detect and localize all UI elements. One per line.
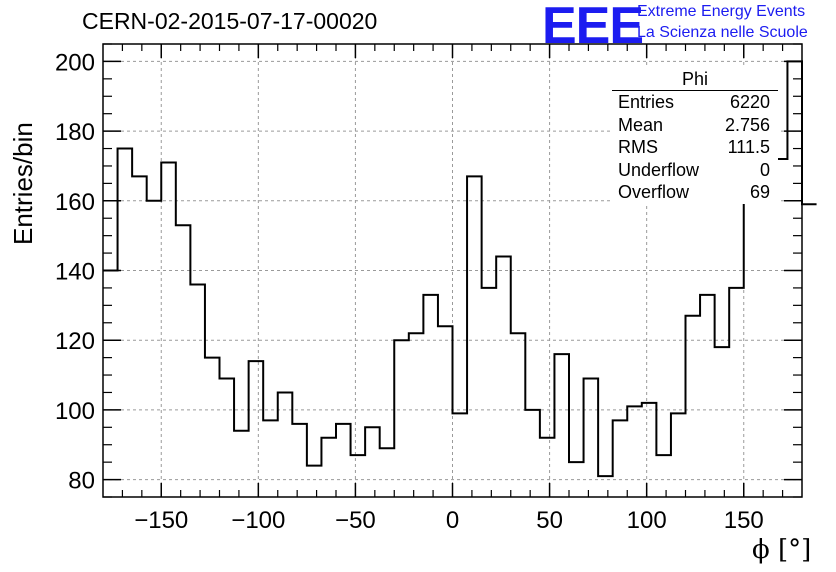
histogram-bin xyxy=(176,225,191,497)
x-axis-label: ϕ [°] xyxy=(752,535,812,565)
x-tick-label: 0 xyxy=(446,507,459,534)
histogram-bin xyxy=(525,410,540,497)
y-tick-label: 100 xyxy=(55,398,95,425)
histogram-bin xyxy=(409,333,424,497)
histogram-bin xyxy=(321,438,336,497)
stat-value: 6220 xyxy=(729,92,770,112)
histogram-bin xyxy=(802,204,817,497)
stat-value: 0 xyxy=(759,159,770,180)
histogram-bin xyxy=(511,333,526,497)
histogram-bin xyxy=(540,438,555,497)
histogram-bin xyxy=(671,413,686,497)
stat-row-mean: Mean 2.756 xyxy=(612,114,778,137)
logo-subtitle-1: Extreme Energy Events xyxy=(637,3,806,20)
stat-value: 111.5 xyxy=(727,137,770,157)
histogram-bin xyxy=(715,347,730,497)
histogram-bin xyxy=(307,466,322,497)
histogram-bin xyxy=(642,403,657,497)
stats-box-title: Phi xyxy=(612,68,778,91)
x-tick-label: −50 xyxy=(335,507,376,534)
histogram-bin xyxy=(423,295,438,497)
x-tick-label: 150 xyxy=(724,507,764,534)
stat-label: Overflow xyxy=(618,182,690,202)
stat-label: Underflow xyxy=(618,159,700,180)
histogram-bin xyxy=(613,420,628,497)
histogram-bin xyxy=(205,358,220,497)
histogram-series xyxy=(103,60,817,498)
stat-row-entries: Entries 6220 xyxy=(612,91,778,114)
y-axis-label: Entries/bin xyxy=(8,122,38,245)
histogram-bin xyxy=(496,257,511,497)
stat-row-underflow: Underflow 0 xyxy=(612,159,778,182)
histogram-bin xyxy=(598,476,613,497)
eee-logo: EEE xyxy=(542,0,644,55)
histogram-outline xyxy=(103,60,817,478)
stat-label: Mean xyxy=(618,114,664,135)
histogram-bin xyxy=(482,288,497,497)
histogram-bin xyxy=(744,190,759,497)
histogram-bin xyxy=(554,354,569,497)
histogram-bin xyxy=(467,176,482,497)
histogram-bin xyxy=(220,379,235,497)
histogram-bin xyxy=(103,271,118,498)
chart-title: CERN-02-2015-07-17-00020 xyxy=(82,8,378,34)
axis-ticks xyxy=(103,43,802,498)
x-tick-label: 50 xyxy=(536,507,563,534)
histogram-bin xyxy=(278,392,293,497)
y-tick-label: 120 xyxy=(55,328,95,355)
histogram-bin xyxy=(773,159,788,497)
stat-value: 69 xyxy=(749,182,770,202)
x-tick-label: 100 xyxy=(627,507,667,534)
y-tick-label: 140 xyxy=(55,259,95,286)
histogram-bin xyxy=(365,427,380,497)
histogram-bin xyxy=(627,406,642,497)
y-tick-label: 200 xyxy=(55,49,95,76)
histogram-bin xyxy=(234,431,249,497)
histogram-bin xyxy=(686,316,701,497)
stat-row-rms: RMS 111.5 xyxy=(612,136,778,159)
histogram-bin xyxy=(758,197,773,497)
y-tick-label: 80 xyxy=(68,468,95,495)
y-tick-label: 160 xyxy=(55,189,95,216)
histogram-bin xyxy=(336,424,351,497)
stat-label: Entries xyxy=(618,92,675,112)
stats-box: Phi Entries 6220 Mean 2.756 RMS 111.5 Un… xyxy=(612,68,778,204)
y-tick-label: 180 xyxy=(55,119,95,146)
histogram-bin xyxy=(190,284,205,497)
histogram-bin xyxy=(132,176,147,497)
x-tick-label: −150 xyxy=(134,507,188,534)
stat-label: RMS xyxy=(618,137,658,157)
histogram-bin xyxy=(394,340,409,497)
histogram-bin xyxy=(161,162,176,497)
histogram-bin xyxy=(729,288,744,497)
x-tick-label: −100 xyxy=(231,507,285,534)
logo-subtitle-2: La Scienza nelle Scuole xyxy=(637,24,808,41)
histogram-bin xyxy=(787,61,802,497)
histogram-bin xyxy=(263,420,278,497)
histogram-bin xyxy=(351,455,366,497)
histogram-bin xyxy=(584,379,599,497)
histogram-bin xyxy=(453,413,468,497)
histogram-bin xyxy=(700,295,715,497)
histogram-bin xyxy=(249,361,264,497)
histogram-bin xyxy=(438,326,453,497)
tick-labels: −150 −100 −50 0 50 100 150 80 100 120 140 160 180 200 xyxy=(55,49,764,534)
stat-value: 2.756 xyxy=(724,114,770,135)
histogram-bin xyxy=(656,455,671,497)
histogram-bin xyxy=(569,462,584,497)
histogram-bin xyxy=(147,201,162,497)
histogram-bin xyxy=(292,424,307,497)
stat-row-overflow: Overflow 69 xyxy=(612,181,778,204)
histogram-bin xyxy=(380,448,395,497)
